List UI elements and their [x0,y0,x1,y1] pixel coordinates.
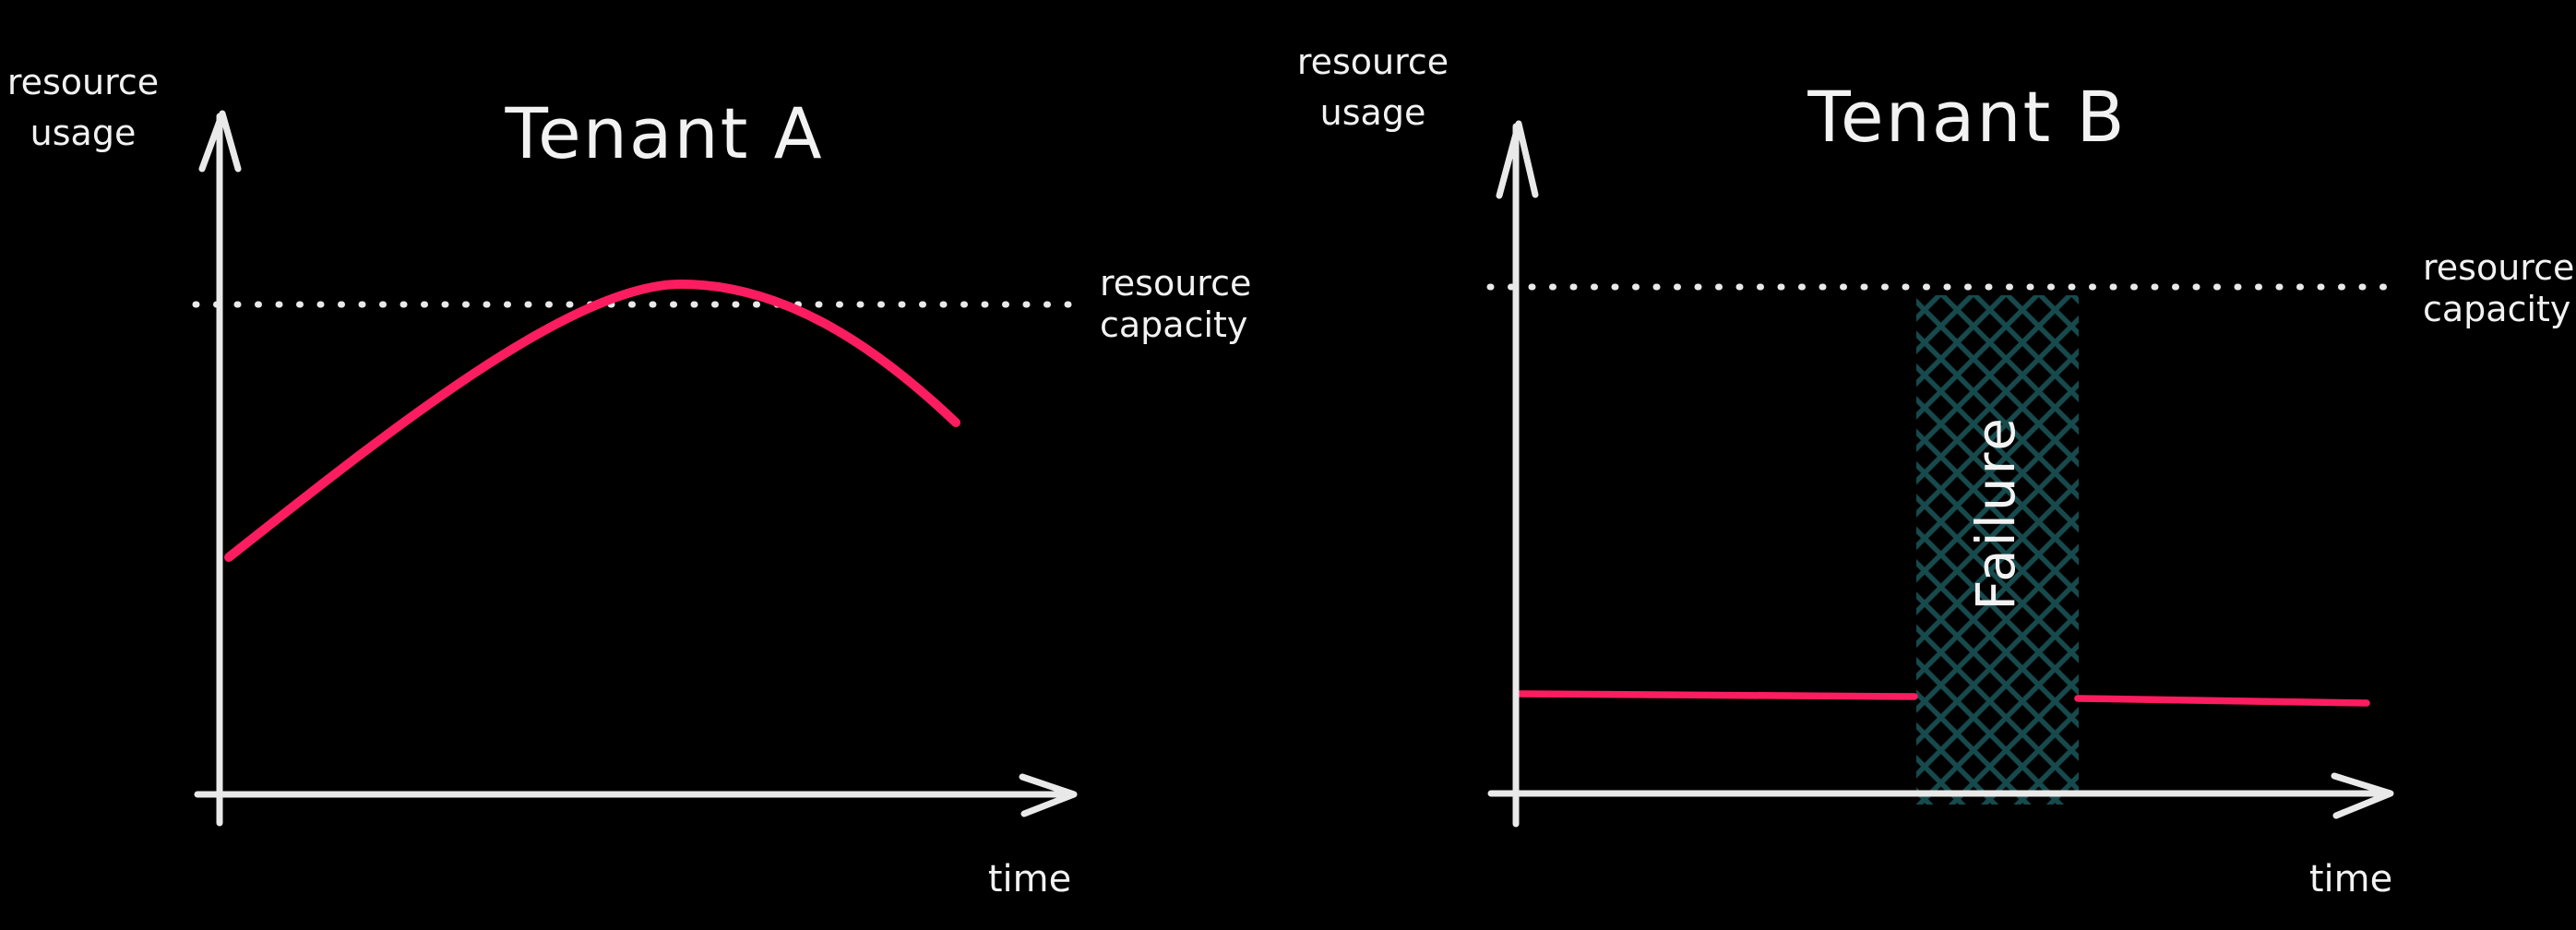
tenant-a-title: Tenant A [505,92,824,174]
tenant-b-capacity-label: resource capacity [2423,247,2575,329]
tenant-b-usage-line-before-failure [1517,690,1918,700]
failure-band [1916,295,2079,805]
tenant-b-x-axis-label: time [2308,858,2393,900]
tenant-a-usage-curve [224,279,960,562]
tenant-a-x-axis-label: time [987,858,1072,900]
tenant-b-y-axis-label: resource usage [1296,42,1449,134]
tenant-a-x-axis-arrow-icon [1019,773,1078,817]
tenant-b-usage-line-after-failure [2074,695,2370,707]
tenant-b-x-axis-arrow-icon [2331,772,2394,819]
tenant-a-capacity-label: resource capacity [1100,263,1252,345]
tenant-a-y-axis-label: resource usage [6,62,160,154]
tenant-b-y-axis-arrow-icon [1496,120,1539,199]
failure-band-label: Failure [1964,415,2027,611]
tenant-a-y-axis-arrow-icon [198,110,242,173]
tenant-b-title: Tenant B [1807,76,2127,158]
